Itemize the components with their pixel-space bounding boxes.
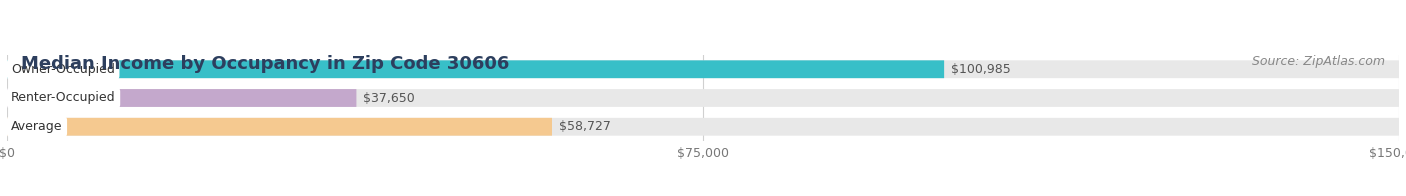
FancyBboxPatch shape <box>7 118 1399 136</box>
FancyBboxPatch shape <box>7 118 553 136</box>
Text: $37,650: $37,650 <box>363 92 415 104</box>
Text: Owner-Occupied: Owner-Occupied <box>11 63 115 76</box>
Text: Average: Average <box>11 120 63 133</box>
Text: Median Income by Occupancy in Zip Code 30606: Median Income by Occupancy in Zip Code 3… <box>21 55 509 73</box>
FancyBboxPatch shape <box>7 89 356 107</box>
Text: Renter-Occupied: Renter-Occupied <box>11 92 115 104</box>
Text: $100,985: $100,985 <box>950 63 1011 76</box>
FancyBboxPatch shape <box>7 60 1399 78</box>
Text: $58,727: $58,727 <box>560 120 610 133</box>
FancyBboxPatch shape <box>7 60 945 78</box>
FancyBboxPatch shape <box>7 89 1399 107</box>
Text: Source: ZipAtlas.com: Source: ZipAtlas.com <box>1253 55 1385 68</box>
